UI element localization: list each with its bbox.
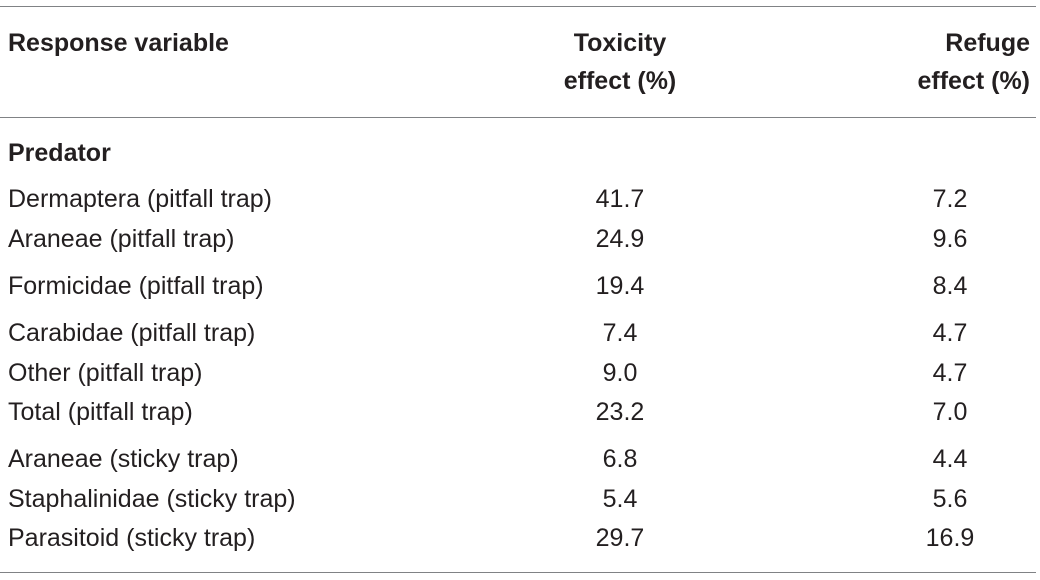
- cell-toxicity: 24.9: [595, 225, 645, 253]
- cell-variable: Formicidae (pitfall trap): [8, 272, 264, 300]
- cell-variable: Araneae (pitfall trap): [8, 225, 235, 253]
- header-toxicity-line2: effect (%): [563, 67, 677, 95]
- header-refuge-line2: effect (%): [917, 67, 1030, 95]
- table-row: Araneae (sticky trap) 6.8 4.4: [0, 441, 1036, 477]
- cell-toxicity: 29.7: [595, 524, 645, 552]
- table-row: Carabidae (pitfall trap) 7.4 4.7: [0, 315, 1036, 351]
- table-top-rule: [0, 6, 1036, 7]
- cell-variable: Carabidae (pitfall trap): [8, 319, 256, 347]
- cell-refuge: 9.6: [932, 225, 968, 253]
- table-bottom-rule: [0, 572, 1036, 573]
- cell-refuge: 4.7: [932, 319, 968, 347]
- header-toxicity-line1: Toxicity: [573, 29, 667, 57]
- cell-refuge: 8.4: [932, 272, 968, 300]
- cell-refuge: 5.6: [932, 485, 968, 513]
- cell-toxicity: 7.4: [602, 319, 638, 347]
- cell-variable: Dermaptera (pitfall trap): [8, 185, 272, 213]
- cell-variable: Staphalinidae (sticky trap): [8, 485, 296, 513]
- table-row: Parasitoid (sticky trap) 29.7 16.9: [0, 520, 1036, 556]
- cell-variable: Total (pitfall trap): [8, 398, 193, 426]
- header-toxicity-effect: Toxicity effect (%): [520, 24, 720, 100]
- cell-variable: Parasitoid (sticky trap): [8, 524, 256, 552]
- table-row: Staphalinidae (sticky trap) 5.4 5.6: [0, 481, 1036, 517]
- cell-toxicity: 19.4: [595, 272, 645, 300]
- table-row: Total (pitfall trap) 23.2 7.0: [0, 394, 1036, 430]
- cell-refuge: 4.7: [932, 359, 968, 387]
- table-row: Other (pitfall trap) 9.0 4.7: [0, 355, 1036, 391]
- table-row: Araneae (pitfall trap) 24.9 9.6: [0, 221, 1036, 257]
- cell-refuge: 16.9: [925, 524, 975, 552]
- cell-toxicity: 6.8: [602, 445, 638, 473]
- cell-refuge: 4.4: [932, 445, 968, 473]
- section-label-predator: Predator: [8, 139, 111, 167]
- header-refuge-line1: Refuge: [945, 29, 1030, 57]
- cell-toxicity: 5.4: [602, 485, 638, 513]
- cell-variable: Other (pitfall trap): [8, 359, 203, 387]
- cell-toxicity: 23.2: [595, 398, 645, 426]
- table-row: Dermaptera (pitfall trap) 41.7 7.2: [0, 181, 1036, 217]
- cell-toxicity: 9.0: [602, 359, 638, 387]
- header-refuge-effect: Refuge effect (%): [856, 24, 1030, 100]
- header-response-variable-label: Response variable: [8, 29, 229, 57]
- header-response-variable: Response variable: [8, 24, 229, 62]
- table-row: Formicidae (pitfall trap) 19.4 8.4: [0, 268, 1036, 304]
- cell-variable: Araneae (sticky trap): [8, 445, 239, 473]
- cell-refuge: 7.0: [932, 398, 968, 426]
- cell-refuge: 7.2: [932, 185, 968, 213]
- cell-toxicity: 41.7: [595, 185, 645, 213]
- header-rule: [0, 117, 1036, 118]
